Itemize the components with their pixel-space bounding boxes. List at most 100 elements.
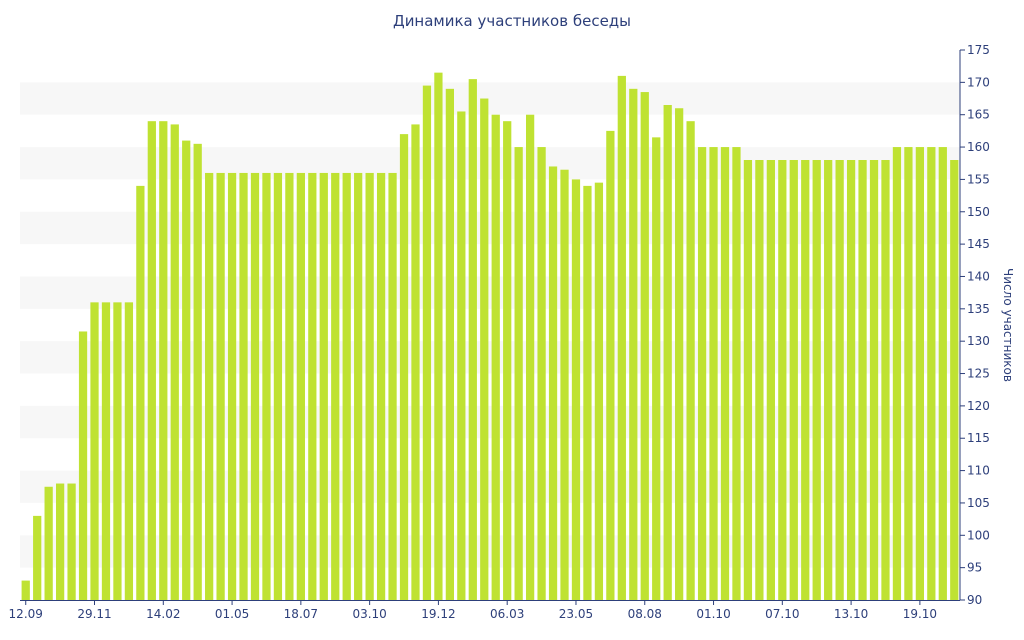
x-tick-label: 18.07 <box>284 607 318 621</box>
y-tick-label: 170 <box>967 75 990 89</box>
x-tick-label: 07.10 <box>765 607 799 621</box>
bar <box>697 147 707 600</box>
bar <box>560 169 569 600</box>
bar <box>766 160 775 600</box>
bar <box>90 302 99 600</box>
bar <box>319 172 328 600</box>
bar <box>846 160 856 600</box>
bar <box>629 88 638 600</box>
bar <box>182 140 191 600</box>
x-tick-label: 19.10 <box>903 607 937 621</box>
bar <box>663 105 672 600</box>
bar <box>434 72 443 600</box>
bar <box>606 130 615 600</box>
bar <box>892 147 902 600</box>
x-tick-label: 23.05 <box>559 607 593 621</box>
bar <box>445 88 454 600</box>
y-tick-label: 155 <box>967 172 990 186</box>
bar <box>239 172 248 600</box>
y-tick-label: 105 <box>967 496 990 510</box>
bar <box>365 172 374 600</box>
bar <box>354 172 363 600</box>
bar <box>193 143 202 600</box>
bar <box>468 79 477 601</box>
y-tick-label: 125 <box>967 367 990 381</box>
bar <box>491 114 500 601</box>
bar <box>56 483 65 600</box>
x-tick-label: 29.11 <box>77 607 111 621</box>
y-tick-label: 90 <box>967 593 982 607</box>
bar <box>801 160 810 600</box>
bar <box>273 172 283 600</box>
bar <box>915 147 924 600</box>
y-tick-label: 130 <box>967 334 990 348</box>
y-tick-label: 160 <box>967 140 990 154</box>
bar <box>216 172 225 600</box>
bar <box>812 160 821 600</box>
bar <box>33 515 42 600</box>
bar <box>514 147 523 600</box>
bar <box>950 160 959 600</box>
bar <box>136 185 145 600</box>
bar <box>824 160 833 600</box>
x-tick-label: 08.08 <box>628 607 662 621</box>
bar <box>342 172 351 600</box>
bar <box>904 147 913 600</box>
bar <box>250 172 260 600</box>
y-tick-label: 140 <box>967 269 990 283</box>
bar <box>331 172 340 600</box>
bar <box>732 147 741 600</box>
bar <box>686 121 695 601</box>
bar <box>21 580 30 600</box>
bar <box>388 172 397 600</box>
x-tick-label: 06.03 <box>490 607 524 621</box>
bar <box>617 75 626 600</box>
bar <box>526 114 535 601</box>
bar <box>411 124 420 600</box>
axes <box>20 50 961 601</box>
bar <box>675 108 684 601</box>
grid-band <box>20 82 960 115</box>
bar <box>835 160 844 600</box>
bar <box>583 185 592 600</box>
x-tick-label: 19.12 <box>421 607 455 621</box>
bar <box>537 147 546 600</box>
x-tick-label: 13.10 <box>834 607 868 621</box>
x-tick-label: 12.09 <box>9 607 43 621</box>
bar <box>709 147 718 600</box>
bar <box>124 302 134 600</box>
bar <box>778 160 787 600</box>
x-tick-label: 14.02 <box>146 607 180 621</box>
bar <box>147 121 156 601</box>
x-ticks: 12.09 29.11 14.02 01.05 18.07 03.10 19.12 06.03… <box>9 600 937 621</box>
bar <box>262 172 271 600</box>
bar <box>720 147 730 600</box>
bar <box>457 111 466 600</box>
bar <box>503 121 512 601</box>
bar <box>308 172 317 600</box>
y-tick-label: 165 <box>967 108 990 122</box>
bar <box>548 166 558 600</box>
bar <box>170 124 179 600</box>
bar <box>869 160 879 600</box>
bar <box>640 92 649 600</box>
bar <box>480 98 489 600</box>
x-tick-label: 01.10 <box>696 607 730 621</box>
y-ticks: 90 95 100 105 110 115 120 125 130 135 140 145 150 155… <box>960 43 990 607</box>
bar <box>285 172 294 600</box>
bar <box>113 302 122 600</box>
bar <box>789 160 798 600</box>
bar <box>938 147 947 600</box>
bar <box>422 85 432 601</box>
chart-title: Динамика участников беседы <box>392 12 632 30</box>
bar <box>594 182 604 600</box>
bar <box>296 172 305 600</box>
bar <box>227 172 237 600</box>
y-tick-label: 120 <box>967 399 990 413</box>
y-tick-label: 145 <box>967 237 990 251</box>
bar <box>399 134 409 600</box>
bars <box>21 72 959 601</box>
y-tick-label: 110 <box>967 464 990 478</box>
bar <box>159 121 168 601</box>
